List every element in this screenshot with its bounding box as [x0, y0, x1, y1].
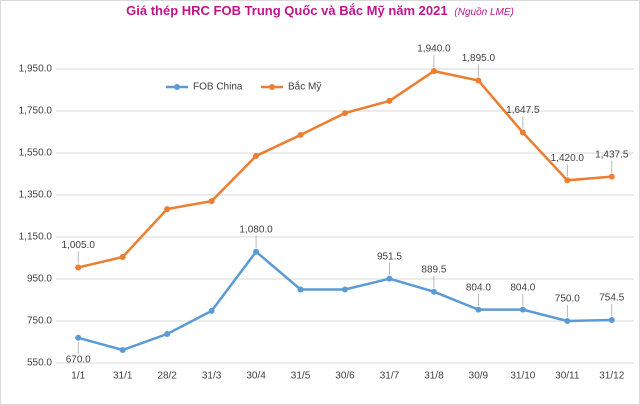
data-label: 1,940.0	[417, 44, 451, 55]
data-label: 1,420.0	[551, 153, 585, 164]
data-label: 670.0	[66, 354, 91, 365]
legend-marker	[269, 84, 275, 90]
data-point	[119, 253, 126, 260]
legend-label: Bắc Mỹ	[288, 80, 321, 93]
data-point	[519, 129, 526, 136]
legend-marker	[174, 84, 180, 90]
data-point	[475, 306, 482, 313]
data-point	[564, 177, 571, 184]
data-label: 889.5	[421, 264, 446, 275]
data-point	[386, 275, 393, 282]
data-point	[119, 346, 126, 353]
y-tick-label: 950.0	[27, 274, 52, 285]
data-point	[253, 152, 260, 159]
y-tick-label: 1,750.0	[19, 106, 53, 117]
data-label: 1,080.0	[239, 224, 273, 235]
x-tick-label: 31/3	[202, 371, 222, 382]
data-point	[164, 206, 171, 213]
x-tick-label: 1/1	[71, 371, 85, 382]
data-point	[297, 286, 304, 293]
data-label: 1,895.0	[462, 53, 496, 64]
data-label: 1,437.5	[595, 149, 629, 160]
data-point	[253, 248, 260, 255]
data-point	[164, 331, 171, 338]
data-point	[342, 110, 348, 117]
x-tick-label: 31/12	[599, 371, 624, 382]
data-label: 1,647.5	[506, 105, 540, 116]
data-point	[608, 173, 615, 180]
data-point	[608, 317, 615, 324]
data-point	[430, 288, 437, 295]
data-point	[208, 198, 215, 205]
data-point	[519, 306, 526, 313]
data-point	[475, 77, 482, 84]
data-label: 951.5	[377, 251, 402, 262]
y-tick-label: 750.0	[27, 316, 52, 327]
data-label: 1,005.0	[62, 240, 96, 251]
y-tick-label: 1,550.0	[19, 148, 53, 159]
chart-heading: Giá thép HRC FOB Trung Quốc và Bắc Mỹ nă…	[126, 3, 514, 18]
data-point	[208, 307, 215, 314]
data-point	[430, 68, 437, 75]
x-tick-label: 28/2	[157, 371, 177, 382]
x-tick-label: 30/9	[469, 371, 489, 382]
x-tick-label: 30/4	[246, 371, 266, 382]
x-tick-label: 31/7	[380, 371, 400, 382]
data-point	[75, 264, 82, 271]
x-tick-label: 31/8	[424, 371, 444, 382]
y-tick-label: 550.0	[27, 358, 52, 369]
x-tick-label: 31/5	[291, 371, 311, 382]
y-tick-label: 1,150.0	[19, 232, 53, 243]
y-tick-label: 1,350.0	[19, 190, 53, 201]
data-label: 804.0	[510, 282, 535, 293]
x-tick-label: 30/6	[335, 371, 355, 382]
x-tick-label: 30/11	[555, 371, 580, 382]
data-point	[75, 334, 82, 341]
x-tick-label: 31/10	[510, 371, 535, 382]
data-label: 804.0	[466, 282, 491, 293]
legend-label: FOB China	[193, 82, 243, 93]
data-point	[342, 286, 348, 293]
chart-subtitle: (Nguồn LME)	[454, 6, 513, 18]
data-point	[297, 131, 304, 138]
y-tick-label: 1,950.0	[19, 64, 53, 75]
data-point	[386, 97, 393, 104]
chart-title: Giá thép HRC FOB Trung Quốc và Bắc Mỹ nă…	[126, 3, 447, 18]
data-label: 750.0	[555, 294, 580, 305]
data-point	[564, 318, 571, 324]
x-tick-label: 31/1	[113, 371, 133, 382]
data-label: 754.5	[599, 293, 624, 304]
